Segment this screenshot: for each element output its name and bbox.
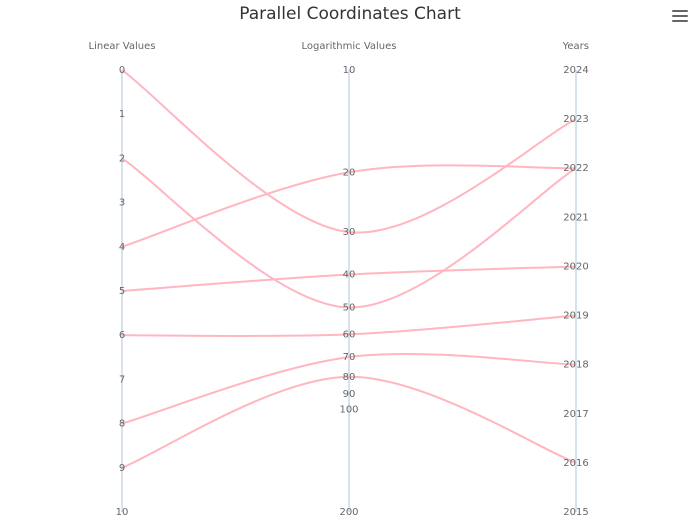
series-line [121,314,577,338]
tick-label: 20 [343,167,356,178]
tick-label: 2022 [563,163,588,174]
menu-icon-bar [672,20,688,22]
tick-label: 30 [343,227,356,238]
tick-label: 2023 [563,114,588,125]
tick-label: 10 [343,65,356,76]
menu-button[interactable] [672,10,688,24]
tick-label: 2024 [563,65,588,76]
tick-label: 0 [119,65,125,76]
tick-label: 4 [119,242,125,253]
tick-label: 40 [343,270,356,281]
series-line [121,164,577,248]
tick-label: 90 [343,389,356,400]
tick-label: 9 [119,463,125,474]
axis-title: Years [562,41,589,52]
menu-icon-bar [672,15,688,17]
tick-label: 2018 [563,360,588,371]
menu-icon-bar [672,10,688,12]
tick-label: 7 [119,374,125,385]
tick-label: 8 [119,419,125,430]
series-line [121,265,577,292]
tick-label: 2021 [563,212,588,223]
tick-label: 200 [339,507,358,518]
tick-label: 3 [119,198,125,209]
tick-label: 60 [343,329,356,340]
axis-title: Linear Values [89,41,156,52]
tick-label: 5 [119,286,125,297]
tick-label: 2 [119,153,125,164]
tick-label: 6 [119,330,125,341]
tick-label: 2017 [563,409,588,420]
tick-label: 50 [343,302,356,313]
tick-label: 100 [339,405,358,416]
tick-label: 10 [116,507,129,518]
tick-label: 2019 [563,311,588,322]
tick-label: 2016 [563,458,588,469]
tick-label: 80 [343,372,356,383]
series-line [121,157,577,309]
tick-label: 2015 [563,507,588,518]
series-line [121,352,577,425]
series-line [121,375,577,469]
chart-title: Parallel Coordinates Chart [239,4,461,24]
series-line [121,69,577,234]
axis-title: Logarithmic Values [301,41,396,52]
tick-label: 70 [343,352,356,363]
tick-label: 2020 [563,261,588,272]
tick-label: 1 [119,109,125,120]
